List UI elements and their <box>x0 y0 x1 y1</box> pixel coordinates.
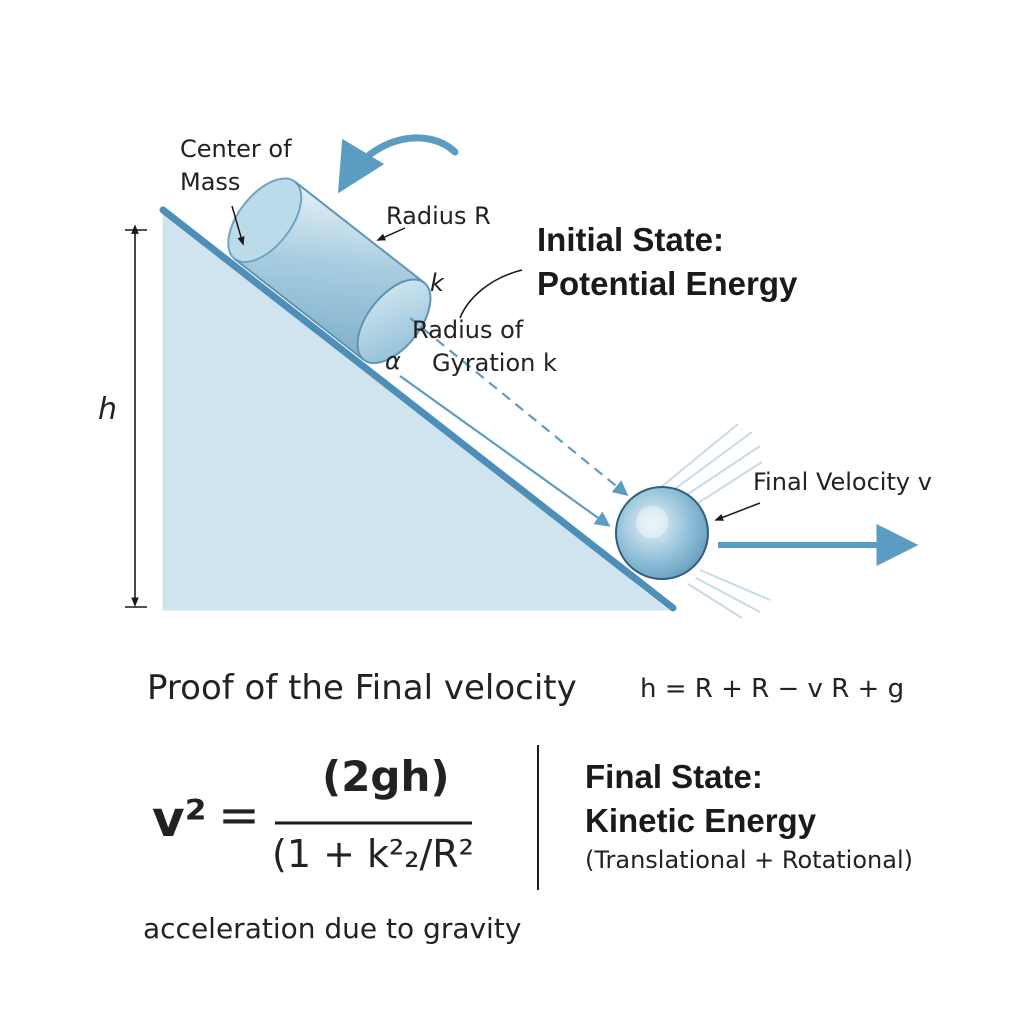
radius-r-pointer <box>376 227 406 241</box>
radius-path-line <box>399 375 611 527</box>
formula-numerator: (2gh) <box>322 752 450 801</box>
height-label: h <box>98 392 118 427</box>
final-state-subtitle: (Translational + Rotational) <box>585 846 913 874</box>
center-of-mass-pointer <box>231 205 245 246</box>
k-label: k <box>430 269 444 297</box>
formula-denominator: (1 + k²₂/R² <box>272 832 474 876</box>
incline-surface <box>159 206 677 612</box>
initial-state-heading: Initial State: Potential Energy <box>537 221 798 302</box>
gravity-note: acceleration due to gravity <box>143 912 522 945</box>
radius-r-label: Radius R <box>386 202 491 230</box>
final-velocity-pointer <box>714 502 761 521</box>
radius-of-gyration-label: Radius of Gyration k <box>412 316 557 377</box>
formula-lhs: v² <box>152 790 207 848</box>
alpha-label: α <box>385 347 401 375</box>
motion-streaks <box>659 423 771 619</box>
ball-highlight <box>636 506 668 538</box>
curved-arrow-icon <box>337 134 459 194</box>
initial-state-pointer <box>459 269 523 319</box>
final-velocity-label: Final Velocity v <box>753 468 932 496</box>
cylinder <box>227 177 432 365</box>
proof-title: Proof of the Final velocity <box>147 668 577 708</box>
formula-equals: = <box>218 786 260 844</box>
height-equation: h = R + R − v R + g <box>640 674 905 704</box>
final-state-heading: Final State: Kinetic Energy <box>585 758 817 839</box>
center-of-mass-label: Center of Mass <box>180 135 292 196</box>
gyration-path-line <box>409 317 629 496</box>
